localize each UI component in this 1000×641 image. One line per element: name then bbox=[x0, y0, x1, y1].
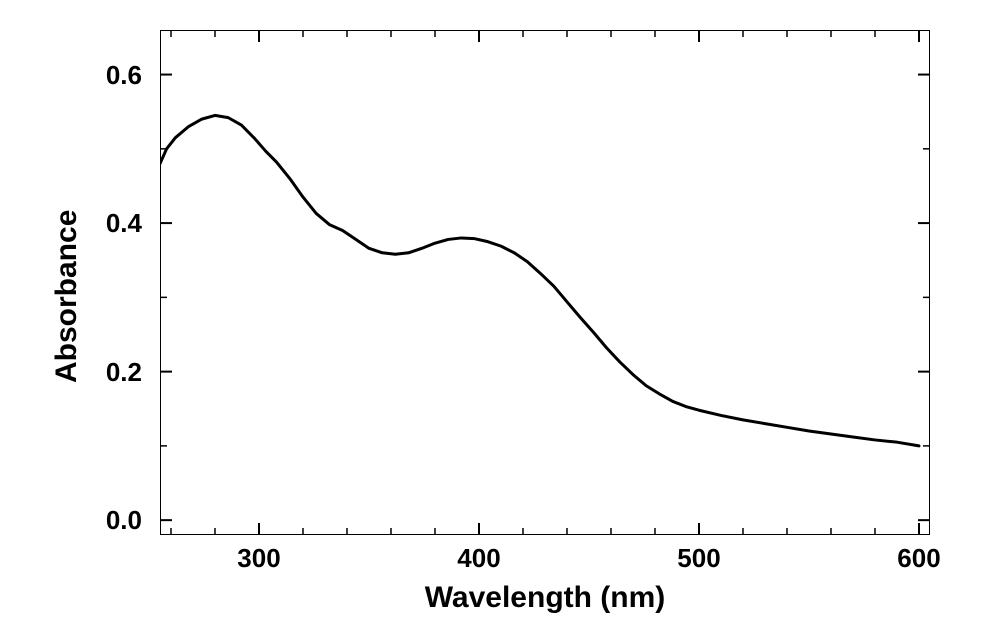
y-tick-label: 0.6 bbox=[0, 60, 142, 91]
x-tick-label: 500 bbox=[649, 543, 749, 574]
x-axis-label: Wavelength (nm) bbox=[395, 581, 695, 615]
y-tick-label: 0.4 bbox=[0, 208, 142, 239]
x-tick-label: 600 bbox=[869, 543, 969, 574]
plot-area bbox=[160, 30, 930, 535]
y-tick-label: 0.0 bbox=[0, 505, 142, 536]
chart-container: Absorbance Wavelength (nm) 0.00.20.40.6 … bbox=[0, 0, 1000, 641]
x-tick-label: 400 bbox=[429, 543, 529, 574]
x-tick-label: 300 bbox=[209, 543, 309, 574]
y-tick-label: 0.2 bbox=[0, 357, 142, 388]
